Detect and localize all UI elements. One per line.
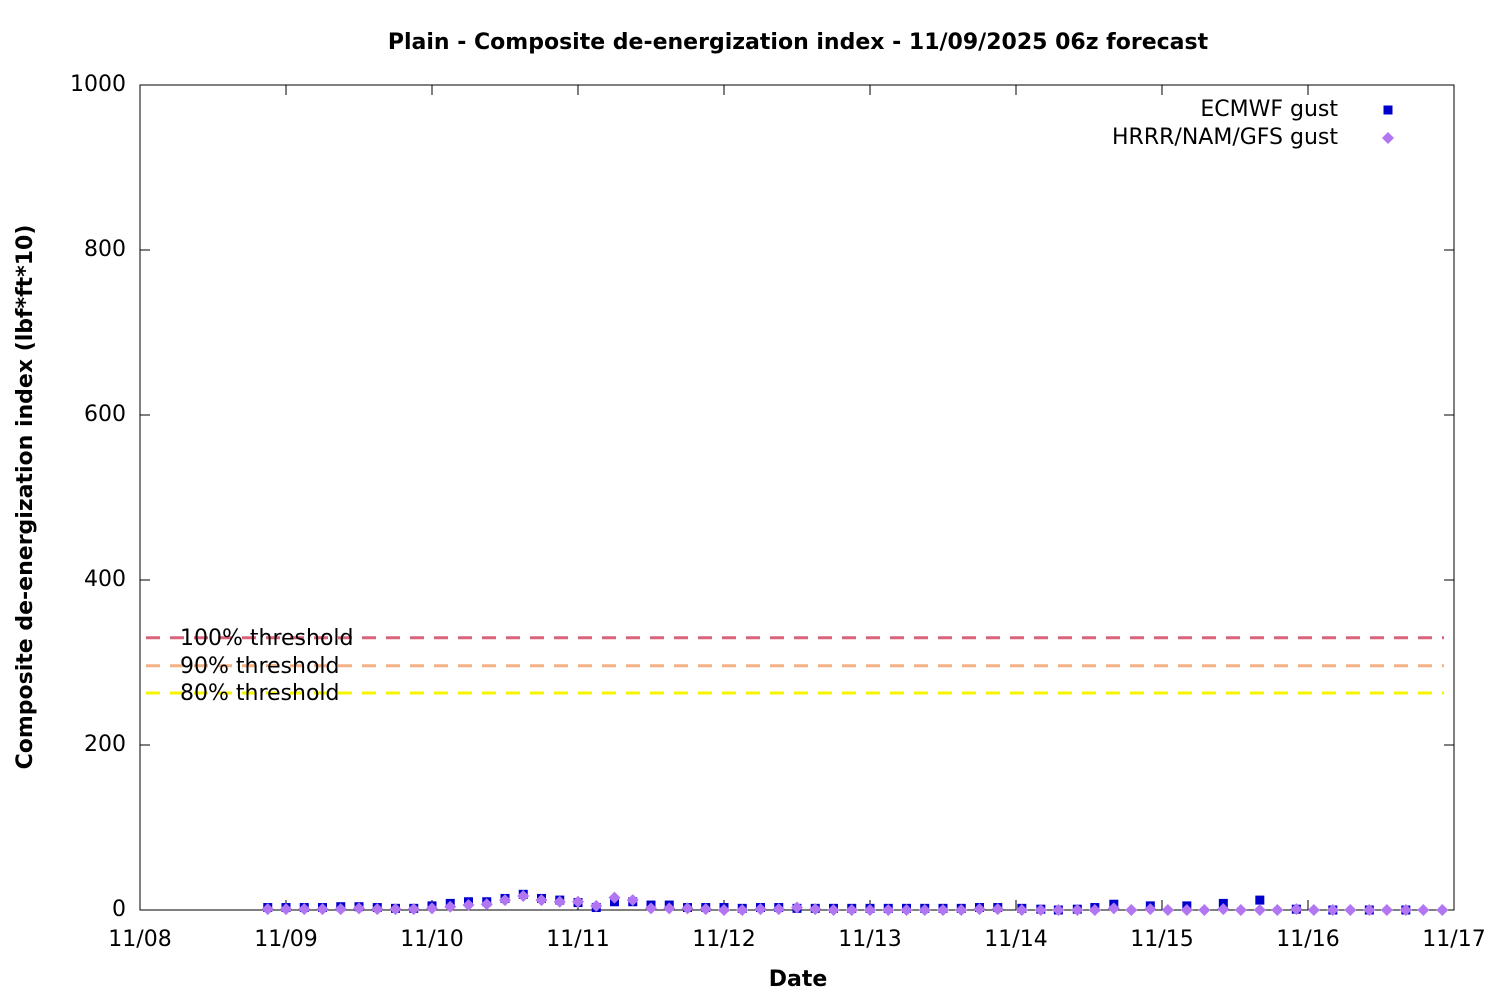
legend-marker: [1383, 105, 1393, 115]
y-axis-label: Composite de-energization index (lbf*ft*…: [13, 225, 38, 770]
plot-frame: [139, 84, 1455, 911]
threshold-label: 80% threshold: [180, 681, 340, 706]
x-tick-label: 11/16: [1276, 927, 1339, 952]
hrrr-point: [1344, 904, 1357, 916]
hrrr-point: [535, 894, 548, 907]
hrrr-point: [1417, 904, 1430, 916]
hrrr-point: [334, 903, 347, 916]
y-tick-label: 1000: [70, 72, 126, 97]
hrrr-point: [645, 902, 657, 915]
x-axis-label: Date: [769, 967, 828, 992]
hrrr-point: [955, 904, 968, 916]
x-tick-label: 11/09: [254, 927, 317, 952]
hrrr-point: [754, 903, 767, 916]
y-tick-label: 200: [84, 732, 126, 757]
hrrr-point: [608, 891, 621, 904]
hrrr-point: [1307, 904, 1320, 916]
hrrr-point: [772, 903, 785, 916]
hrrr-point: [280, 903, 292, 916]
hrrr-point: [1198, 904, 1211, 916]
x-tick-label: 11/17: [1422, 927, 1485, 952]
hrrr-point: [1161, 904, 1174, 916]
hrrr-point: [407, 903, 420, 916]
hrrr-point: [1436, 904, 1449, 916]
hrrr-point: [389, 903, 402, 916]
legend-label: ECMWF gust: [1200, 97, 1338, 122]
hrrr-point: [1326, 904, 1339, 916]
hrrr-point: [681, 902, 694, 915]
x-tick-label: 11/14: [984, 927, 1047, 952]
hrrr-point: [663, 902, 676, 915]
hrrr-point: [1071, 904, 1084, 916]
hrrr-point: [1363, 904, 1376, 916]
hrrr-point: [699, 903, 712, 916]
threshold-label: 100% threshold: [180, 626, 354, 651]
hrrr-point: [462, 899, 475, 912]
hrrr-point: [827, 904, 840, 916]
chart-title: Plain - Composite de-energization index …: [388, 30, 1209, 55]
hrrr-point: [1015, 904, 1028, 916]
x-tick-label: 11/13: [838, 927, 901, 952]
hrrr-point: [444, 900, 457, 913]
hrrr-point: [1217, 903, 1230, 916]
hrrr-point: [991, 903, 1004, 916]
hrrr-point: [1180, 904, 1193, 916]
hrrr-point: [973, 903, 986, 916]
y-tick-label: 600: [84, 402, 126, 427]
y-tick-label: 800: [84, 237, 126, 262]
legend-marker: [1382, 132, 1394, 144]
hrrr-point: [918, 904, 931, 916]
hrrr-point: [426, 902, 438, 915]
hrrr-point: [517, 889, 530, 902]
x-tick-label: 11/15: [1130, 927, 1193, 952]
x-tick-label: 11/10: [400, 927, 463, 952]
hrrr-point: [1399, 904, 1412, 916]
hrrr-point: [937, 904, 949, 916]
hrrr-point: [590, 899, 603, 912]
hrrr-point: [553, 895, 566, 908]
y-tick-label: 400: [84, 567, 126, 592]
hrrr-point: [864, 904, 876, 916]
hrrr-point: [736, 904, 749, 916]
hrrr-point: [499, 894, 511, 907]
hrrr-point: [1088, 904, 1101, 916]
hrrr-point: [1290, 903, 1303, 916]
hrrr-point: [900, 904, 913, 916]
ecmwf-point: [1255, 895, 1265, 905]
hrrr-point: [845, 904, 858, 916]
hrrr-point: [353, 902, 365, 915]
hrrr-point: [809, 903, 822, 916]
hrrr-point: [1144, 903, 1157, 916]
y-tick-label: 0: [112, 897, 126, 922]
hrrr-point: [1271, 904, 1284, 916]
hrrr-point: [626, 894, 639, 907]
legend-label: HRRR/NAM/GFS gust: [1112, 125, 1338, 150]
threshold-label: 90% threshold: [180, 654, 340, 679]
hrrr-point: [1052, 904, 1065, 916]
hrrr-point: [316, 903, 329, 916]
x-tick-label: 11/12: [692, 927, 755, 952]
hrrr-point: [261, 903, 274, 916]
x-tick-label: 11/08: [108, 927, 171, 952]
hrrr-point: [1034, 904, 1047, 916]
hrrr-point: [791, 901, 803, 914]
hrrr-point: [1107, 902, 1120, 915]
hrrr-point: [718, 904, 730, 916]
hrrr-point: [1253, 904, 1266, 916]
hrrr-point: [572, 895, 584, 908]
hrrr-point: [298, 903, 311, 916]
hrrr-point: [1234, 904, 1247, 916]
x-tick-label: 11/11: [546, 927, 609, 952]
hrrr-point: [882, 904, 895, 916]
hrrr-point: [1125, 904, 1138, 916]
hrrr-point: [480, 898, 493, 911]
hrrr-point: [1380, 904, 1393, 916]
hrrr-point: [371, 903, 384, 916]
